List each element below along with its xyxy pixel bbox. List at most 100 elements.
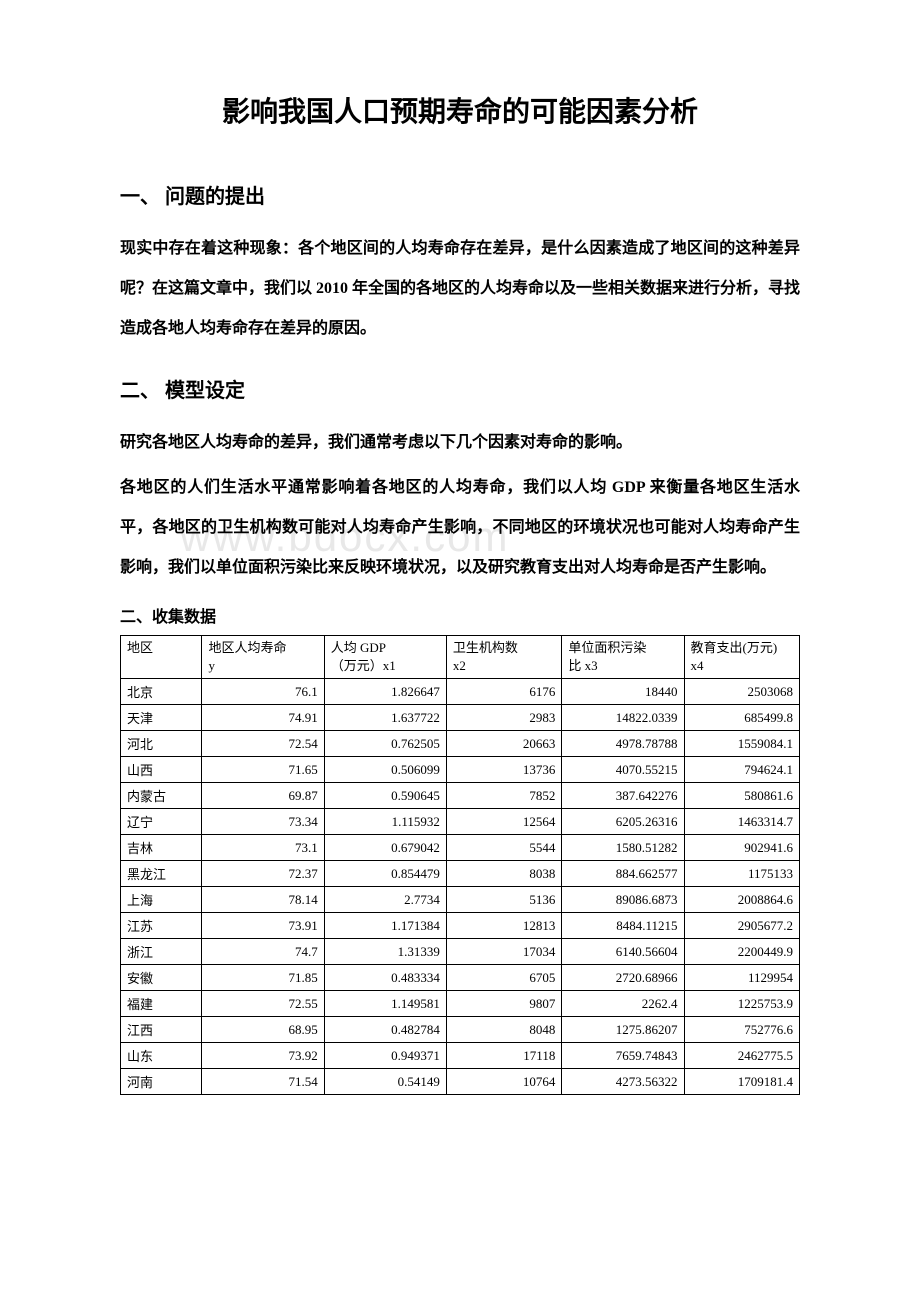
cell-region: 河北 [121, 731, 202, 757]
cell-x3: 4273.56322 [562, 1069, 684, 1095]
cell-x4: 2905677.2 [684, 913, 799, 939]
page-title: 影响我国人口预期寿命的可能因素分析 [120, 90, 800, 130]
cell-region: 天津 [121, 705, 202, 731]
cell-region: 北京 [121, 679, 202, 705]
cell-y: 73.34 [202, 809, 324, 835]
table-row: 山西71.650.506099137364070.55215794624.1 [121, 757, 800, 783]
cell-x4: 2503068 [684, 679, 799, 705]
cell-region: 黑龙江 [121, 861, 202, 887]
table-row: 福建72.551.14958198072262.41225753.9 [121, 991, 800, 1017]
table-row: 上海78.142.7734513689086.68732008864.6 [121, 887, 800, 913]
table-row: 北京76.11.8266476176184402503068 [121, 679, 800, 705]
cell-y: 73.91 [202, 913, 324, 939]
cell-y: 76.1 [202, 679, 324, 705]
cell-x2: 6176 [446, 679, 561, 705]
table-row: 江苏73.911.171384128138484.112152905677.2 [121, 913, 800, 939]
table-header-y: 地区人均寿命 y [202, 636, 324, 679]
section-2-paragraph-2: 各地区的人们生活水平通常影响着各地区的人均寿命，我们以人均 GDP 来衡量各地区… [120, 468, 800, 588]
cell-x3: 7659.74843 [562, 1043, 684, 1069]
cell-region: 河南 [121, 1069, 202, 1095]
cell-x2: 9807 [446, 991, 561, 1017]
table-row: 黑龙江72.370.8544798038884.6625771175133 [121, 861, 800, 887]
cell-region: 浙江 [121, 939, 202, 965]
cell-y: 69.87 [202, 783, 324, 809]
cell-x4: 752776.6 [684, 1017, 799, 1043]
table-header-x4: 教育支出(万元) x4 [684, 636, 799, 679]
cell-x2: 2983 [446, 705, 561, 731]
cell-y: 72.37 [202, 861, 324, 887]
cell-x3: 6205.26316 [562, 809, 684, 835]
cell-y: 74.7 [202, 939, 324, 965]
table-row: 河北72.540.762505206634978.787881559084.1 [121, 731, 800, 757]
document-content: 影响我国人口预期寿命的可能因素分析 一、 问题的提出 现实中存在着这种现象：各个… [120, 90, 800, 1095]
cell-region: 安徽 [121, 965, 202, 991]
cell-region: 福建 [121, 991, 202, 1017]
cell-x2: 10764 [446, 1069, 561, 1095]
cell-x4: 2008864.6 [684, 887, 799, 913]
cell-y: 78.14 [202, 887, 324, 913]
table-row: 江西68.950.48278480481275.86207752776.6 [121, 1017, 800, 1043]
cell-x1: 0.590645 [324, 783, 446, 809]
cell-y: 74.91 [202, 705, 324, 731]
section-3-heading: 二、收集数据 [120, 603, 800, 627]
cell-x4: 685499.8 [684, 705, 799, 731]
cell-y: 73.92 [202, 1043, 324, 1069]
cell-x2: 17118 [446, 1043, 561, 1069]
cell-x1: 0.762505 [324, 731, 446, 757]
table-row: 山东73.920.949371171187659.748432462775.5 [121, 1043, 800, 1069]
cell-x3: 18440 [562, 679, 684, 705]
cell-region: 内蒙古 [121, 783, 202, 809]
cell-x1: 1.826647 [324, 679, 446, 705]
cell-region: 辽宁 [121, 809, 202, 835]
cell-y: 72.55 [202, 991, 324, 1017]
cell-x3: 884.662577 [562, 861, 684, 887]
cell-x2: 12813 [446, 913, 561, 939]
cell-x2: 8038 [446, 861, 561, 887]
cell-x1: 2.7734 [324, 887, 446, 913]
cell-x1: 1.31339 [324, 939, 446, 965]
cell-x4: 1559084.1 [684, 731, 799, 757]
cell-region: 江苏 [121, 913, 202, 939]
table-header-region: 地区 [121, 636, 202, 679]
cell-x2: 5544 [446, 835, 561, 861]
cell-y: 68.95 [202, 1017, 324, 1043]
cell-x1: 1.149581 [324, 991, 446, 1017]
section-2-paragraph-1: 研究各地区人均寿命的差异，我们通常考虑以下几个因素对寿命的影响。 [120, 423, 800, 463]
table-row: 内蒙古69.870.5906457852387.642276580861.6 [121, 783, 800, 809]
cell-x4: 1709181.4 [684, 1069, 799, 1095]
cell-x2: 17034 [446, 939, 561, 965]
cell-x3: 387.642276 [562, 783, 684, 809]
cell-x1: 0.482784 [324, 1017, 446, 1043]
cell-x2: 6705 [446, 965, 561, 991]
cell-x1: 0.506099 [324, 757, 446, 783]
table-row: 浙江74.71.31339170346140.566042200449.9 [121, 939, 800, 965]
cell-x4: 902941.6 [684, 835, 799, 861]
cell-x4: 1129954 [684, 965, 799, 991]
cell-x2: 8048 [446, 1017, 561, 1043]
cell-x3: 4978.78788 [562, 731, 684, 757]
cell-region: 山西 [121, 757, 202, 783]
cell-x3: 89086.6873 [562, 887, 684, 913]
cell-x1: 0.854479 [324, 861, 446, 887]
cell-y: 71.85 [202, 965, 324, 991]
cell-x4: 1175133 [684, 861, 799, 887]
cell-x3: 8484.11215 [562, 913, 684, 939]
cell-x4: 580861.6 [684, 783, 799, 809]
section-2-heading: 二、 模型设定 [120, 374, 800, 403]
cell-y: 73.1 [202, 835, 324, 861]
cell-region: 吉林 [121, 835, 202, 861]
cell-x4: 1463314.7 [684, 809, 799, 835]
data-table: 地区 地区人均寿命 y 人均 GDP （万元）x1 卫生机构数 x2 单位面积污… [120, 635, 800, 1095]
cell-x3: 1275.86207 [562, 1017, 684, 1043]
table-header-x2: 卫生机构数 x2 [446, 636, 561, 679]
table-row: 河南71.540.54149107644273.563221709181.4 [121, 1069, 800, 1095]
cell-x1: 1.637722 [324, 705, 446, 731]
cell-y: 71.54 [202, 1069, 324, 1095]
table-header-x1: 人均 GDP （万元）x1 [324, 636, 446, 679]
cell-region: 上海 [121, 887, 202, 913]
cell-x1: 1.171384 [324, 913, 446, 939]
cell-x4: 2200449.9 [684, 939, 799, 965]
cell-x4: 2462775.5 [684, 1043, 799, 1069]
table-row: 辽宁73.341.115932125646205.263161463314.7 [121, 809, 800, 835]
cell-x2: 12564 [446, 809, 561, 835]
